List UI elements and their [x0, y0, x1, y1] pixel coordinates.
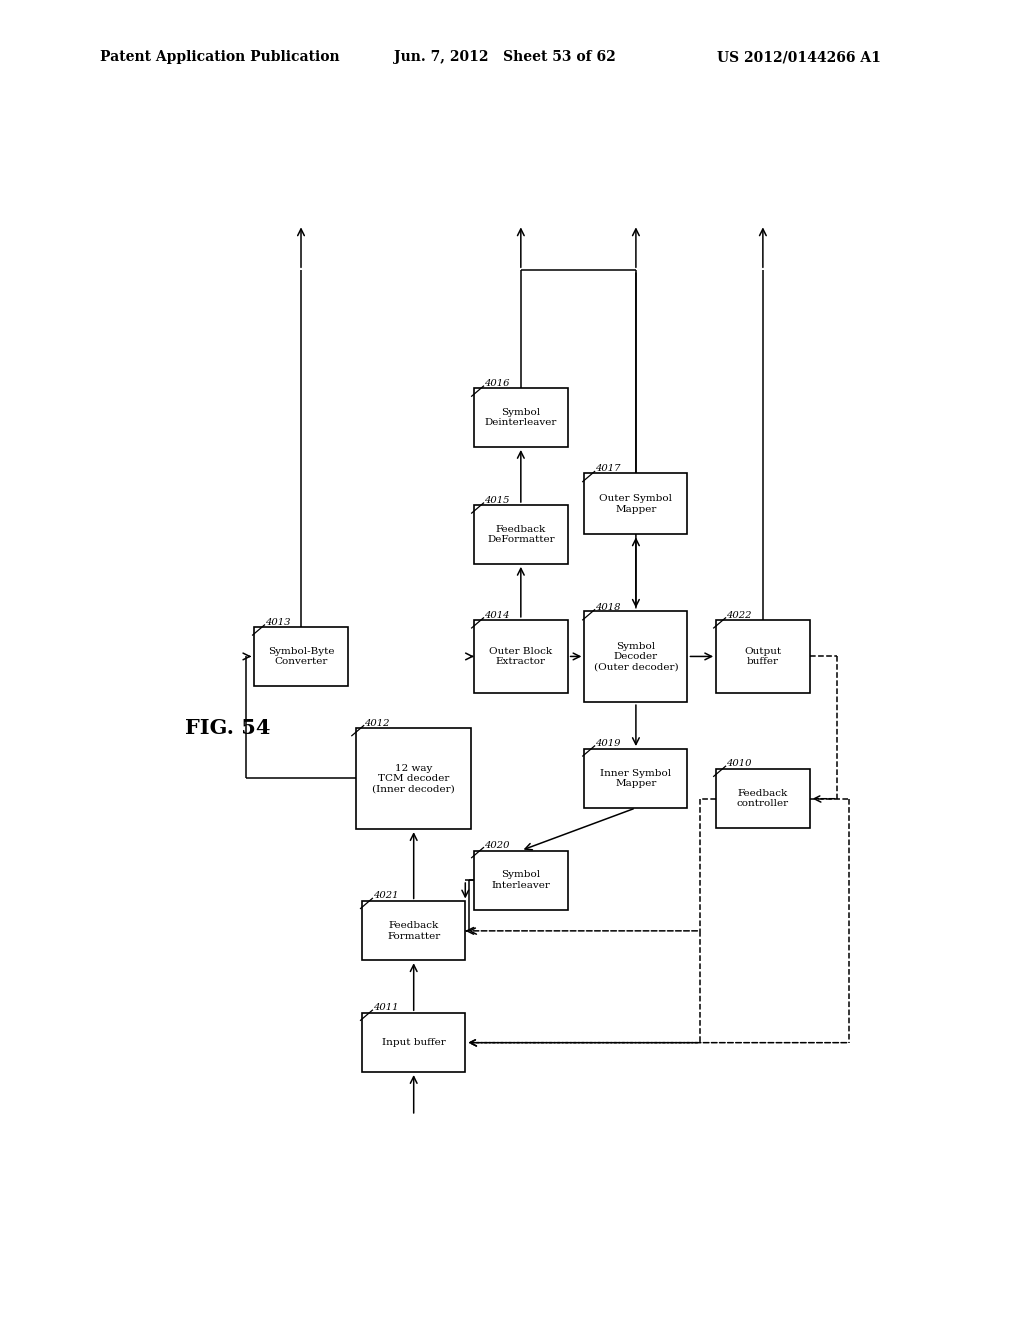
- FancyBboxPatch shape: [585, 611, 687, 702]
- Text: Feedback
Formatter: Feedback Formatter: [387, 921, 440, 941]
- Text: 4020: 4020: [484, 841, 510, 850]
- FancyBboxPatch shape: [716, 770, 810, 828]
- Text: 4019: 4019: [595, 739, 621, 748]
- FancyBboxPatch shape: [585, 748, 687, 808]
- Text: Output
buffer: Output buffer: [744, 647, 781, 667]
- Text: 12 way
TCM decoder
(Inner decoder): 12 way TCM decoder (Inner decoder): [373, 763, 455, 793]
- FancyBboxPatch shape: [362, 902, 465, 961]
- Text: 4016: 4016: [484, 379, 510, 388]
- FancyBboxPatch shape: [474, 388, 567, 447]
- Text: Feedback
DeFormatter: Feedback DeFormatter: [487, 525, 555, 544]
- FancyBboxPatch shape: [474, 850, 567, 909]
- FancyBboxPatch shape: [362, 1014, 465, 1072]
- Text: Feedback
controller: Feedback controller: [737, 789, 788, 808]
- Text: Symbol
Decoder
(Outer decoder): Symbol Decoder (Outer decoder): [594, 642, 678, 672]
- Text: Patent Application Publication: Patent Application Publication: [100, 50, 340, 65]
- Text: 4010: 4010: [726, 759, 752, 768]
- FancyBboxPatch shape: [716, 620, 810, 693]
- Text: Symbol-Byte
Converter: Symbol-Byte Converter: [267, 647, 334, 667]
- Text: FIG. 54: FIG. 54: [185, 718, 270, 738]
- Text: Jun. 7, 2012   Sheet 53 of 62: Jun. 7, 2012 Sheet 53 of 62: [394, 50, 616, 65]
- FancyBboxPatch shape: [585, 474, 687, 535]
- Text: Symbol
Interleaver: Symbol Interleaver: [492, 870, 550, 890]
- Text: 4012: 4012: [365, 718, 390, 727]
- Text: 4021: 4021: [373, 891, 398, 900]
- Text: 4022: 4022: [726, 611, 752, 620]
- Text: 4015: 4015: [484, 496, 510, 506]
- Text: 4017: 4017: [595, 465, 621, 474]
- FancyBboxPatch shape: [254, 627, 348, 686]
- Text: Inner Symbol
Mapper: Inner Symbol Mapper: [600, 768, 672, 788]
- Text: Outer Symbol
Mapper: Outer Symbol Mapper: [599, 494, 673, 513]
- Text: Outer Block
Extractor: Outer Block Extractor: [489, 647, 552, 667]
- FancyBboxPatch shape: [474, 506, 567, 564]
- FancyBboxPatch shape: [474, 620, 567, 693]
- Text: Symbol
Deinterleaver: Symbol Deinterleaver: [484, 408, 557, 428]
- Text: US 2012/0144266 A1: US 2012/0144266 A1: [717, 50, 881, 65]
- Text: 4011: 4011: [373, 1003, 398, 1012]
- FancyBboxPatch shape: [356, 727, 471, 829]
- Text: 4014: 4014: [484, 611, 510, 620]
- Text: 4018: 4018: [595, 603, 621, 611]
- Text: Input buffer: Input buffer: [382, 1038, 445, 1047]
- Text: 4013: 4013: [265, 618, 291, 627]
